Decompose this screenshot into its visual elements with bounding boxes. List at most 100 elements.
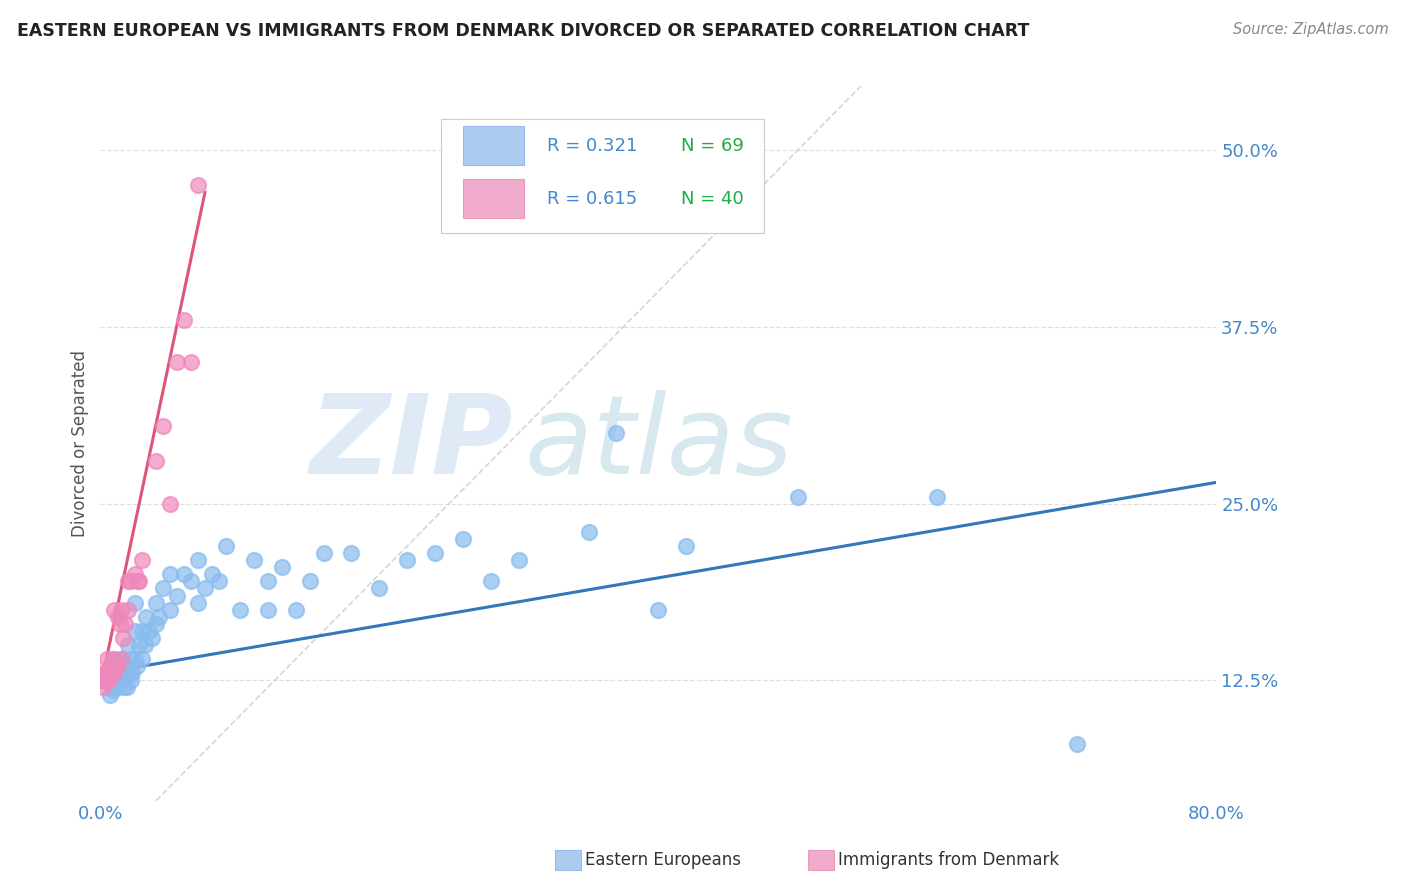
Point — [215, 539, 238, 553]
Point — [90, 673, 112, 688]
Point — [91, 681, 114, 695]
Point — [173, 312, 195, 326]
Text: N = 40: N = 40 — [681, 190, 744, 208]
Point — [134, 638, 156, 652]
Point — [115, 681, 138, 695]
Point — [128, 574, 150, 589]
Point — [256, 574, 278, 589]
Text: Immigrants from Denmark: Immigrants from Denmark — [838, 851, 1059, 869]
Point — [103, 681, 125, 695]
Point — [159, 567, 181, 582]
Point — [159, 602, 181, 616]
Point — [180, 574, 202, 589]
Point — [145, 596, 167, 610]
Point — [96, 666, 118, 681]
Point — [97, 666, 120, 681]
Point — [479, 574, 502, 589]
Point — [101, 652, 124, 666]
Point — [166, 589, 188, 603]
Point — [107, 681, 129, 695]
Point — [312, 546, 335, 560]
Point — [98, 659, 121, 673]
Point — [103, 602, 125, 616]
Point — [508, 553, 530, 567]
Point — [127, 574, 149, 589]
Point — [96, 673, 118, 688]
Point — [284, 602, 307, 616]
FancyBboxPatch shape — [463, 179, 524, 219]
Point — [103, 652, 125, 666]
Text: R = 0.321: R = 0.321 — [547, 136, 637, 154]
Point — [152, 582, 174, 596]
Point — [141, 631, 163, 645]
Point — [111, 631, 134, 645]
Point — [270, 560, 292, 574]
Text: Source: ZipAtlas.com: Source: ZipAtlas.com — [1233, 22, 1389, 37]
Point — [786, 490, 808, 504]
FancyBboxPatch shape — [440, 119, 765, 233]
Point — [117, 574, 139, 589]
Point — [124, 596, 146, 610]
Point — [94, 673, 117, 688]
Point — [120, 652, 142, 666]
Point — [120, 574, 142, 589]
Point — [107, 609, 129, 624]
Point — [717, 143, 740, 157]
Point — [927, 490, 949, 504]
Point — [93, 673, 115, 688]
Point — [110, 602, 132, 616]
Point — [104, 659, 127, 673]
Point — [94, 666, 117, 681]
Point — [89, 673, 111, 688]
Text: atlas: atlas — [524, 390, 793, 497]
Point — [451, 532, 474, 546]
Point — [117, 602, 139, 616]
Point — [124, 652, 146, 666]
Point — [114, 616, 136, 631]
Point — [423, 546, 446, 560]
Point — [98, 666, 121, 681]
Point — [187, 178, 209, 193]
Point — [114, 659, 136, 673]
Point — [117, 638, 139, 652]
Text: R = 0.615: R = 0.615 — [547, 190, 637, 208]
Point — [91, 673, 114, 688]
Point — [110, 652, 132, 666]
Point — [93, 666, 115, 681]
Point — [124, 624, 146, 638]
Point — [91, 666, 114, 681]
Text: ZIP: ZIP — [309, 390, 513, 497]
Point — [148, 609, 170, 624]
Point — [243, 553, 266, 567]
Point — [135, 609, 157, 624]
Point — [578, 524, 600, 539]
Point — [187, 553, 209, 567]
Point — [1066, 737, 1088, 751]
Point — [340, 546, 363, 560]
Point — [131, 553, 153, 567]
Point — [117, 666, 139, 681]
Text: Eastern Europeans: Eastern Europeans — [585, 851, 741, 869]
Point — [124, 567, 146, 582]
Text: N = 69: N = 69 — [681, 136, 744, 154]
Point — [110, 652, 132, 666]
Point — [121, 666, 143, 681]
Point — [111, 666, 134, 681]
Point — [131, 652, 153, 666]
Point — [100, 681, 122, 695]
Point — [101, 683, 124, 698]
FancyBboxPatch shape — [463, 126, 524, 165]
Point — [105, 659, 128, 673]
Point — [166, 355, 188, 369]
Point — [100, 666, 122, 681]
Point — [131, 624, 153, 638]
Point — [229, 602, 252, 616]
Point — [138, 624, 160, 638]
Point — [173, 567, 195, 582]
Point — [105, 666, 128, 681]
Point — [145, 454, 167, 468]
Point — [110, 673, 132, 688]
Point — [396, 553, 419, 567]
Point — [125, 659, 148, 673]
Point — [97, 673, 120, 688]
